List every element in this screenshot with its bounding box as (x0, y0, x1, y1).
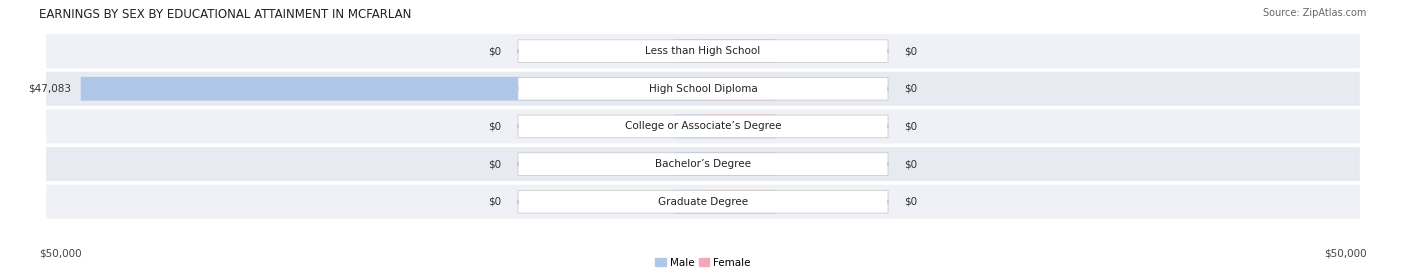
FancyBboxPatch shape (673, 115, 703, 138)
FancyBboxPatch shape (45, 71, 1361, 107)
FancyBboxPatch shape (517, 40, 889, 62)
FancyBboxPatch shape (45, 184, 1361, 220)
Text: $47,083: $47,083 (28, 84, 70, 94)
Text: $0: $0 (488, 121, 502, 132)
FancyBboxPatch shape (673, 152, 703, 176)
FancyBboxPatch shape (703, 190, 776, 214)
FancyBboxPatch shape (703, 115, 776, 138)
Text: College or Associate’s Degree: College or Associate’s Degree (624, 121, 782, 132)
Text: $0: $0 (904, 46, 918, 56)
Text: Less than High School: Less than High School (645, 46, 761, 56)
Text: $0: $0 (904, 121, 918, 132)
Text: $0: $0 (904, 197, 918, 207)
FancyBboxPatch shape (673, 39, 703, 63)
FancyBboxPatch shape (517, 153, 889, 175)
FancyBboxPatch shape (673, 190, 703, 214)
FancyBboxPatch shape (517, 115, 889, 138)
FancyBboxPatch shape (517, 77, 889, 100)
Text: Bachelor’s Degree: Bachelor’s Degree (655, 159, 751, 169)
Text: $0: $0 (488, 197, 502, 207)
FancyBboxPatch shape (703, 77, 776, 101)
Text: Source: ZipAtlas.com: Source: ZipAtlas.com (1263, 8, 1367, 18)
FancyBboxPatch shape (703, 152, 776, 176)
Text: $0: $0 (904, 159, 918, 169)
Text: $50,000: $50,000 (1324, 248, 1367, 258)
Text: Graduate Degree: Graduate Degree (658, 197, 748, 207)
Text: EARNINGS BY SEX BY EDUCATIONAL ATTAINMENT IN MCFARLAN: EARNINGS BY SEX BY EDUCATIONAL ATTAINMEN… (39, 8, 412, 21)
FancyBboxPatch shape (703, 39, 776, 63)
FancyBboxPatch shape (45, 109, 1361, 144)
FancyBboxPatch shape (45, 146, 1361, 182)
Text: $0: $0 (904, 84, 918, 94)
FancyBboxPatch shape (517, 190, 889, 213)
FancyBboxPatch shape (45, 33, 1361, 69)
FancyBboxPatch shape (80, 77, 703, 101)
Text: $0: $0 (488, 46, 502, 56)
Text: $0: $0 (488, 159, 502, 169)
Legend: Male, Female: Male, Female (651, 253, 755, 269)
Text: $50,000: $50,000 (39, 248, 82, 258)
Text: High School Diploma: High School Diploma (648, 84, 758, 94)
